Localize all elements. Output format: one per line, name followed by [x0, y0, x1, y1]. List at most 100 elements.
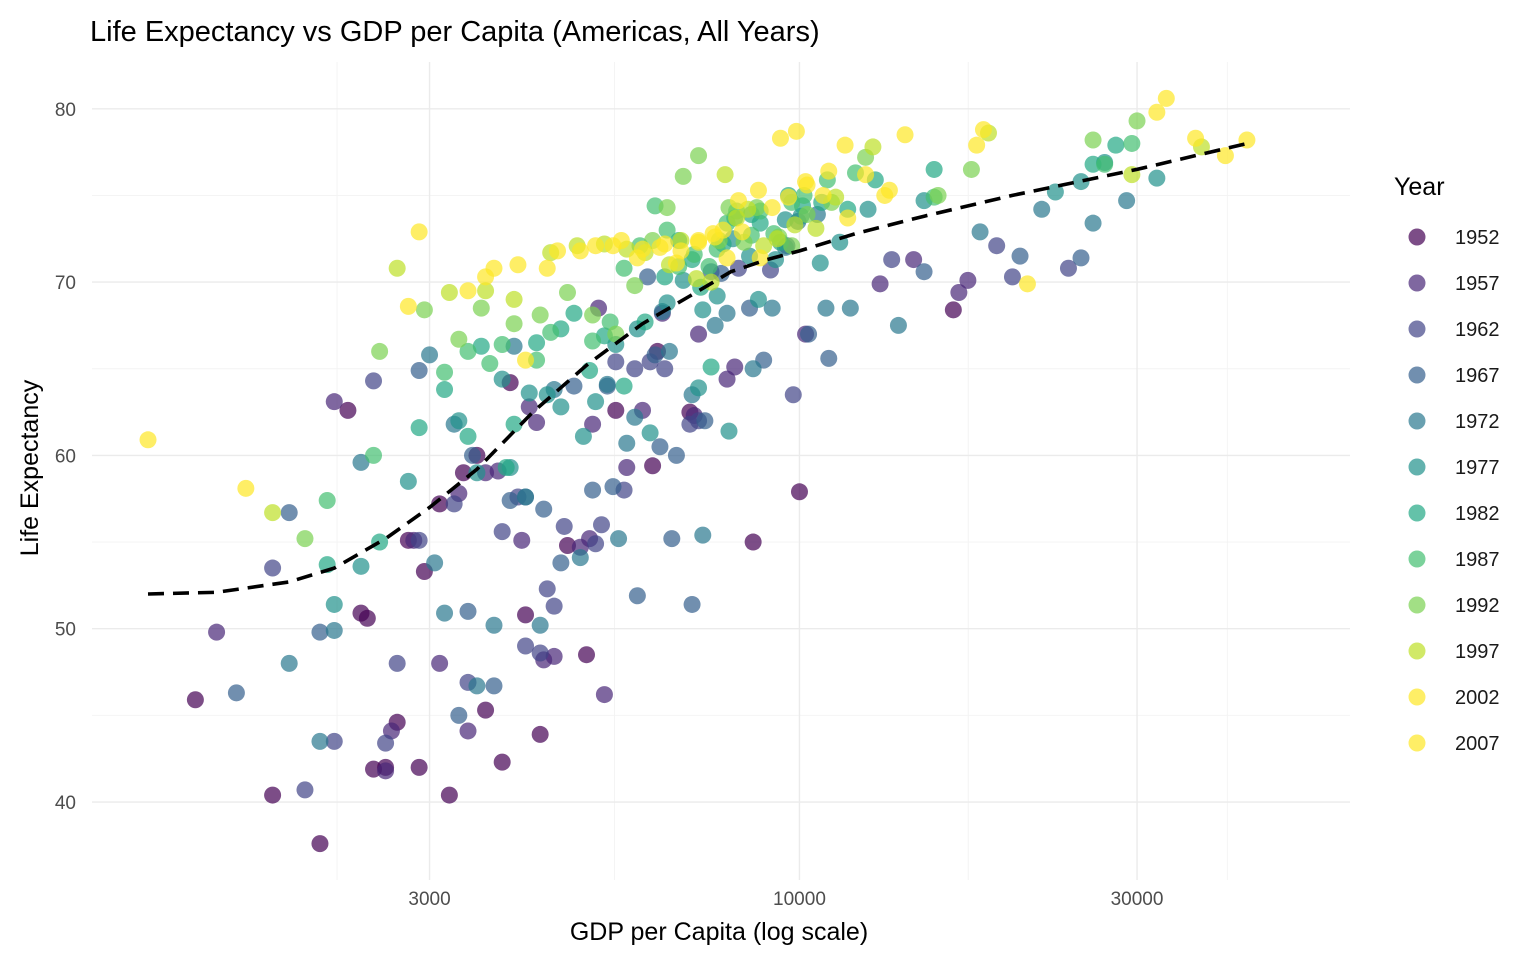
data-point [1059, 259, 1077, 277]
data-point [549, 242, 567, 260]
data-point [607, 401, 625, 419]
data-point [702, 358, 720, 376]
data-point [1072, 249, 1090, 267]
legend-item-1962: 1962 [1408, 319, 1500, 341]
data-point [493, 335, 511, 353]
data-point [1216, 147, 1234, 165]
data-point [925, 160, 943, 178]
data-point [929, 186, 947, 204]
data-point [459, 602, 477, 620]
legend-item-1982: 1982 [1408, 503, 1500, 525]
data-point [763, 199, 781, 217]
data-point [552, 554, 570, 572]
data-point [538, 386, 556, 404]
data-point [864, 138, 882, 156]
data-point [733, 223, 751, 241]
data-point [339, 401, 357, 419]
data-point [227, 684, 245, 702]
data-point [535, 500, 553, 518]
legend-label: 1997 [1455, 641, 1500, 663]
data-point [749, 290, 767, 308]
data-point [1157, 89, 1175, 107]
data-point [388, 259, 406, 277]
data-point [352, 557, 370, 575]
data-point [1123, 134, 1141, 152]
data-point [410, 758, 428, 776]
y-tick-label: 70 [55, 273, 76, 294]
data-point [531, 725, 549, 743]
data-point [612, 232, 630, 250]
data-point [531, 644, 549, 662]
data-point [485, 677, 503, 695]
data-point [587, 237, 605, 255]
legend-title: Year [1394, 173, 1445, 201]
data-point [325, 393, 343, 411]
data-point [431, 654, 449, 672]
data-point [610, 530, 628, 548]
data-point [558, 537, 576, 555]
data-point [325, 595, 343, 613]
data-point [517, 488, 535, 506]
data-point [726, 358, 744, 376]
legend-key [1408, 504, 1426, 522]
y-axis-ticks: 40 50 60 70 80 [55, 100, 76, 814]
data-point [827, 188, 845, 206]
legend-key [1408, 458, 1426, 476]
series-1957 [208, 251, 977, 780]
data-point [264, 559, 282, 577]
data-point [672, 242, 690, 260]
data-point [626, 360, 644, 378]
data-point [641, 424, 659, 442]
legend-item-1952: 1952 [1408, 227, 1500, 249]
data-point [988, 237, 1006, 255]
data-point [667, 446, 685, 464]
data-point [352, 453, 370, 471]
data-point [968, 136, 986, 154]
data-point [571, 242, 589, 260]
data-point [517, 637, 535, 655]
data-point [485, 616, 503, 634]
data-point [1084, 214, 1102, 232]
data-point [517, 606, 535, 624]
data-point [459, 282, 477, 300]
data-point [971, 223, 989, 241]
data-point [1187, 129, 1205, 147]
data-point [841, 299, 859, 317]
data-point [615, 259, 633, 277]
data-point [520, 384, 538, 402]
legend-label: 1962 [1455, 319, 1500, 341]
data-point [325, 732, 343, 750]
data-point [674, 167, 692, 185]
data-point [1072, 173, 1090, 191]
data-point [871, 275, 889, 293]
data-point [581, 361, 599, 379]
data-point [311, 835, 329, 853]
data-point [706, 228, 724, 246]
legend-item-1967: 1967 [1408, 365, 1500, 387]
legend-key [1408, 688, 1426, 706]
data-point [584, 332, 602, 350]
data-point [683, 595, 701, 613]
data-point [477, 268, 495, 286]
data-point [708, 287, 726, 305]
data-point [790, 483, 808, 501]
data-point [584, 415, 602, 433]
data-point [626, 277, 644, 295]
data-point [497, 459, 515, 477]
data-point [520, 398, 538, 416]
legend-item-1987: 1987 [1408, 549, 1500, 571]
data-point [186, 691, 204, 709]
data-point [399, 472, 417, 490]
data-point [744, 533, 762, 551]
legend-item-1992: 1992 [1408, 595, 1500, 617]
data-point [1128, 112, 1146, 130]
data-point [700, 258, 718, 275]
data-point [477, 701, 495, 719]
data-point [690, 232, 708, 250]
data-point [783, 237, 801, 255]
data-point [817, 299, 835, 317]
data-point [481, 355, 499, 373]
data-point [768, 230, 786, 248]
data-point [371, 533, 389, 551]
data-point [763, 299, 781, 317]
